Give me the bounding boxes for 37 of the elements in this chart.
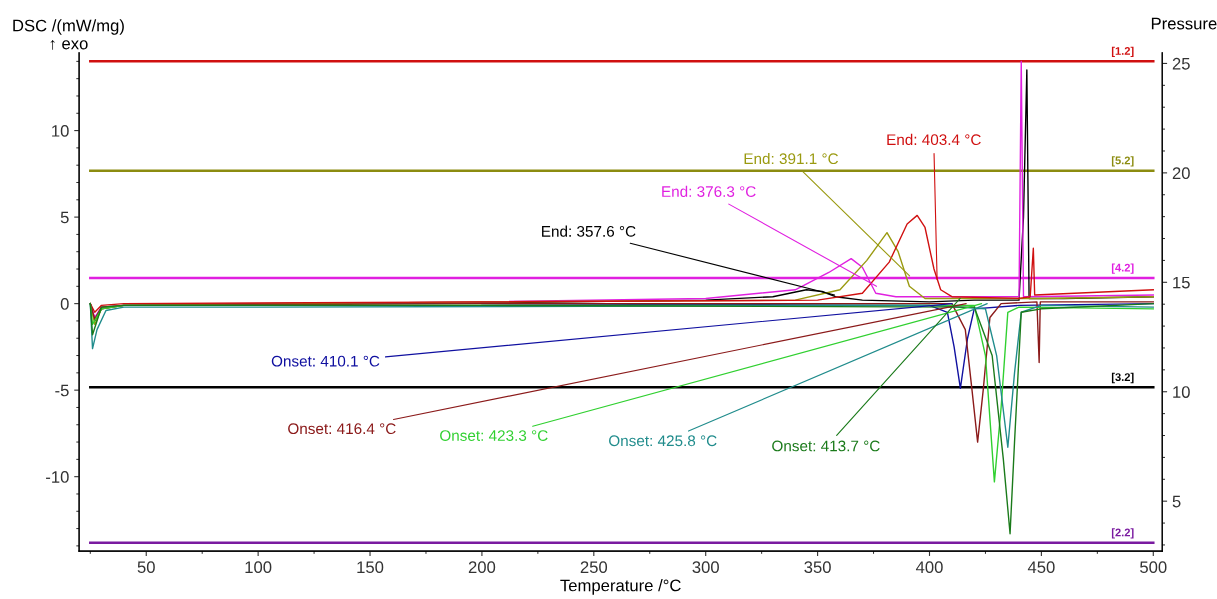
annotation: Onset: 410.1 °C bbox=[271, 355, 380, 367]
y-tick-label: -5 bbox=[55, 384, 69, 397]
y2-tick-label: 10 bbox=[1173, 386, 1190, 398]
x-tick-label: 150 bbox=[357, 561, 384, 574]
x-tick-label: 500 bbox=[1140, 561, 1167, 574]
annotation: End: 403.4 °C bbox=[887, 133, 981, 146]
x-tick-label: 100 bbox=[245, 561, 272, 574]
annotation: End: 357.6 °C bbox=[542, 225, 636, 237]
y-tick-label: -10 bbox=[46, 471, 69, 483]
annotation: Onset: 413.7 °C bbox=[772, 440, 880, 452]
annotation: End: 391.1 °C bbox=[744, 152, 839, 165]
y-tick-label: 5 bbox=[60, 211, 69, 224]
annotation: Onset: 416.4 °C bbox=[288, 423, 396, 435]
y2-tick-label: 20 bbox=[1172, 167, 1190, 180]
series-label: [2.2] bbox=[1111, 528, 1134, 539]
series-label: [5.2] bbox=[1111, 156, 1134, 167]
y2-tick-label: 15 bbox=[1173, 276, 1190, 289]
series-label: [1.2] bbox=[1111, 46, 1134, 58]
y2-tick-label: 5 bbox=[1172, 495, 1181, 508]
series-label: [3.2] bbox=[1111, 372, 1134, 384]
y2-tick-label: 25 bbox=[1172, 57, 1190, 70]
x-tick-label: 250 bbox=[580, 561, 608, 574]
x-tick-label: 400 bbox=[915, 561, 943, 574]
x-axis-title: Temperature /°C bbox=[560, 579, 681, 595]
y-tick-label: 10 bbox=[52, 124, 69, 137]
y2-axis-title: Pressure bbox=[1151, 17, 1217, 30]
y-axis-title: DSC /(mW/mg) ↑ exo bbox=[13, 19, 124, 50]
x-tick-label: 50 bbox=[137, 561, 155, 574]
y-tick-label: 0 bbox=[60, 298, 69, 310]
x-tick-label: 200 bbox=[468, 561, 496, 574]
x-tick-label: 300 bbox=[692, 561, 719, 574]
x-tick-label: 350 bbox=[804, 561, 831, 574]
annotation: Onset: 423.3 °C bbox=[440, 430, 548, 441]
annotation: End: 376.3 °C bbox=[662, 185, 756, 197]
x-tick-label: 450 bbox=[1027, 561, 1055, 574]
series-label: [4.2] bbox=[1111, 263, 1134, 274]
annotation: Onset: 425.8 °C bbox=[609, 435, 717, 447]
